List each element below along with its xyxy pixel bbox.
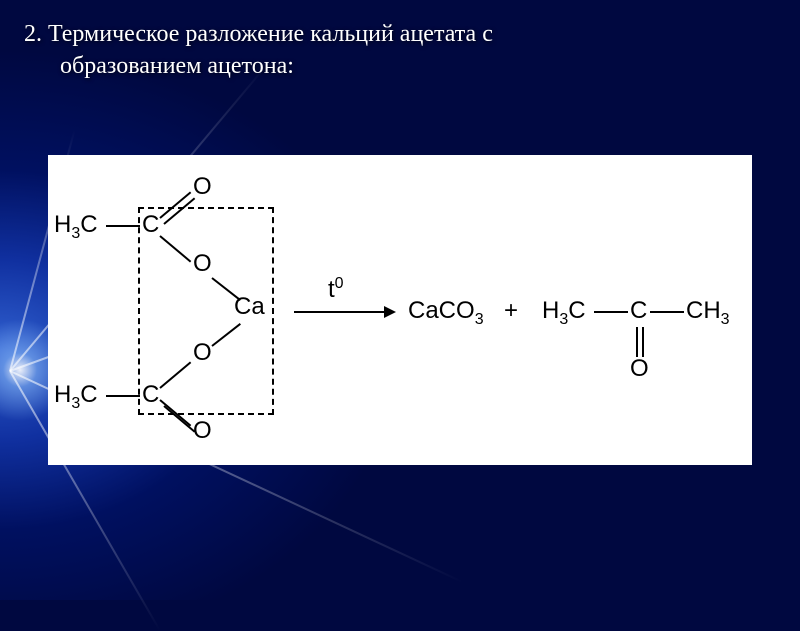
label-3: 3 [71,395,80,412]
product-acetone-O: O [630,355,649,383]
label-CH: CH [686,297,721,324]
label-C: C [80,381,97,408]
title-line-1: 2. Термическое разложение кальций ацетат… [24,18,776,50]
label-0: 0 [335,275,344,292]
label-3: 3 [721,311,730,328]
reactant-h3c-bot: H3C [54,381,98,413]
title-line-2: образованием ацетона: [24,50,776,82]
condition-label: t0 [328,275,344,304]
reactant-h3c-top: H3C [54,211,98,243]
label-t: t [328,276,335,303]
slide-title: 2. Термическое разложение кальций ацетат… [0,0,800,83]
label-H: H [54,381,71,408]
reaction-arrow [294,311,394,313]
reactant-O-dbl-top: O [193,173,212,201]
bond [650,311,684,313]
label-C: C [80,211,97,238]
label-H: H [542,297,559,324]
product-acetone-right: CH3 [686,297,730,329]
bond [594,311,628,313]
double-bond [636,327,638,357]
label-C: C [568,297,585,324]
label-caco: CaCO [408,297,475,324]
plus-sign: + [504,297,518,325]
product-caco3: CaCO3 [408,297,484,329]
bond [106,225,140,227]
reactant-O-dbl-bot: O [193,417,212,445]
reaction-diagram: H3C C O O Ca O C H3C O t0 CaCO3 + H3C [48,155,752,465]
leaving-group-box [138,207,274,415]
label-3: 3 [559,311,568,328]
double-bond [642,327,644,357]
product-acetone-mid-C: C [630,297,647,325]
label-3: 3 [475,311,484,328]
label-3: 3 [71,225,80,242]
bond [106,395,140,397]
label-H: H [54,211,71,238]
product-acetone-left: H3C [542,297,586,329]
